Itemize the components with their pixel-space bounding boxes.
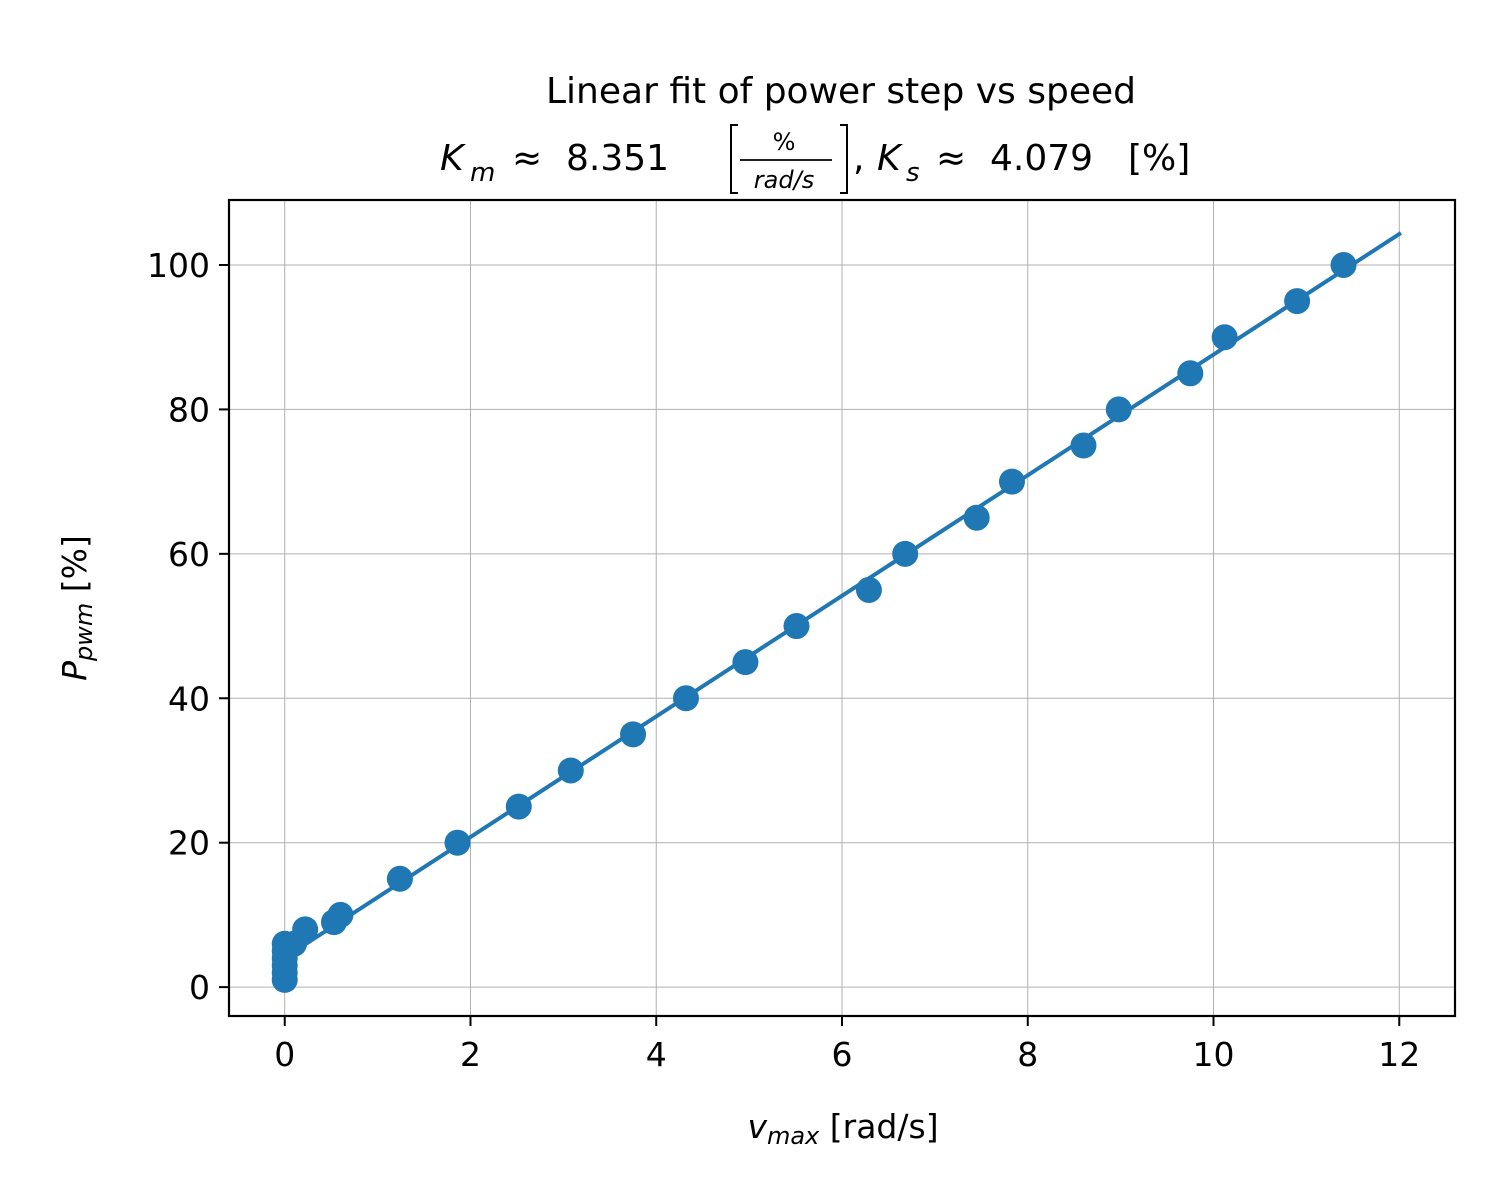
ks-unit: [%] [1128, 138, 1190, 179]
data-point [292, 916, 319, 943]
x-tick-label: 8 [1017, 1035, 1038, 1074]
x-tick-label: 4 [646, 1035, 667, 1074]
unit-denominator: rad/s [754, 166, 814, 194]
x-axis-label: vmax [rad/s] [747, 1107, 938, 1150]
unit-bracket-right [840, 124, 848, 194]
x-tick-label: 10 [1193, 1035, 1235, 1074]
subtitle-separator: , [853, 138, 864, 179]
data-points [271, 251, 1357, 993]
data-point [855, 576, 882, 603]
km-symbol: K [440, 138, 466, 179]
chart-subtitle: K m ≈ 8.351 % rad/s , K s ≈ 4.079 [%] [440, 124, 1190, 194]
ks-subscript: s [906, 158, 920, 188]
data-point [1070, 432, 1097, 459]
y-tick-label: 0 [189, 968, 210, 1007]
y-tick-label: 100 [147, 246, 210, 285]
x-tick-label: 0 [274, 1035, 295, 1074]
data-point [386, 865, 413, 892]
data-point [1211, 324, 1238, 351]
fit-line [281, 231, 1403, 961]
x-tick-label: 12 [1378, 1035, 1420, 1074]
y-tick-label: 20 [168, 824, 210, 863]
chart-title: Linear fit of power step vs speed [546, 71, 1136, 112]
ks-symbol: K [877, 138, 903, 179]
ks-value: 4.079 [990, 138, 1093, 179]
y-axis-label: Ppwm [%] [55, 535, 98, 681]
data-point [892, 540, 919, 567]
fit-line-group [281, 231, 1403, 961]
data-point [1330, 251, 1357, 278]
ks-approx: ≈ [936, 138, 966, 179]
grid-lines [229, 200, 1455, 1016]
data-point [672, 685, 699, 712]
data-point [557, 757, 584, 784]
data-point [1105, 396, 1132, 423]
km-approx: ≈ [512, 138, 542, 179]
data-point [620, 721, 647, 748]
y-tick-label: 40 [168, 679, 210, 718]
x-axis-ticks: 0 2 4 6 8 10 12 [274, 1016, 1420, 1074]
y-tick-label: 80 [168, 390, 210, 429]
data-point [444, 829, 471, 856]
km-subscript: m [470, 158, 495, 188]
y-axis-ticks: 0 20 40 60 80 100 [147, 246, 229, 1007]
data-point [998, 468, 1025, 495]
data-point [1177, 360, 1204, 387]
data-point [327, 901, 354, 928]
unit-bracket-left [730, 124, 738, 194]
data-point [963, 504, 990, 531]
data-point [505, 793, 532, 820]
data-point [783, 613, 810, 640]
km-value: 8.351 [566, 138, 669, 179]
data-point [1284, 288, 1311, 315]
y-tick-label: 60 [168, 535, 210, 574]
unit-numerator: % [773, 128, 796, 156]
data-point [732, 649, 759, 676]
x-tick-label: 2 [460, 1035, 481, 1074]
x-tick-label: 6 [832, 1035, 853, 1074]
